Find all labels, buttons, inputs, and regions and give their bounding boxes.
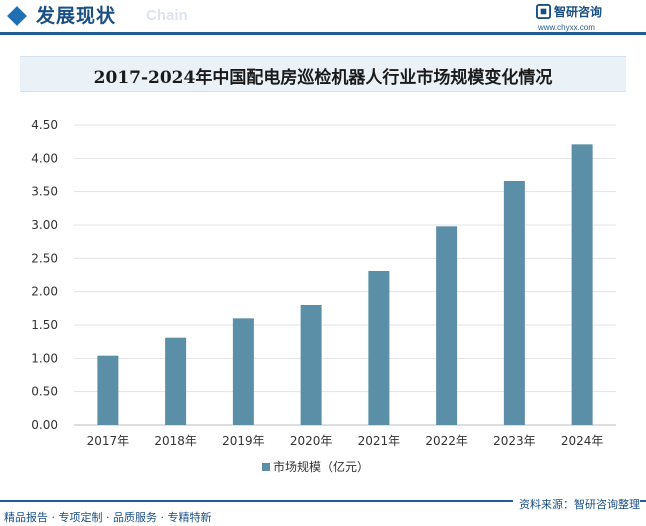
x-tick-label: 2020年 [290,434,333,448]
brand-name: 智研咨询 [554,5,603,19]
bar [300,305,322,425]
y-tick-label: 3.50 [31,185,58,199]
y-tick-label: 1.50 [31,318,58,332]
section-header: 发展现状 Chain 智研咨询 www.chyxx.com [0,0,646,44]
brand-url: www.chyxx.com [538,23,595,32]
y-tick-label: 4.50 [31,118,58,132]
bar [571,144,593,426]
x-tick-label: 2021年 [358,434,401,448]
x-tick-label: 2019年 [222,434,265,448]
y-tick-label: 2.50 [31,251,58,265]
x-tick-label: 2018年 [154,434,197,448]
y-tick-label: 0.50 [31,385,58,399]
bar [97,355,119,425]
footer-source: 资料来源：智研咨询整理 [513,496,640,512]
bar [165,337,187,425]
chart-title-box: 2017-2024年中国配电房巡检机器人行业市场规模变化情况 [20,56,626,92]
footer-tagline: 精品报告 · 专项定制 · 品质服务 · 专精特新 [4,511,212,524]
x-tick-label: 2024年 [561,434,604,448]
bar [503,181,525,425]
legend-swatch [262,463,270,471]
logo-icon [536,4,551,19]
legend-label: 市场规模（亿元） [273,460,370,474]
header-divider [0,32,646,35]
x-tick-label: 2017年 [87,434,130,448]
x-tick-label: 2022年 [425,434,468,448]
y-tick-label: 0.00 [31,418,58,432]
x-tick-label: 2023年 [493,434,536,448]
section-subtitle: Chain [146,7,188,24]
footer-divider [0,500,646,502]
brand: 智研咨询 www.chyxx.com [536,4,636,34]
y-tick-label: 4.00 [31,151,58,165]
bar [436,226,458,425]
y-tick-label: 2.00 [31,285,58,299]
section-title: 发展现状 [36,5,117,27]
chart-title: 2017-2024年中国配电房巡检机器人行业市场规模变化情况 [93,68,553,88]
y-tick-label: 3.00 [31,218,58,232]
bar [368,271,390,425]
y-tick-label: 1.00 [31,351,58,365]
footer: 精品报告 · 专项定制 · 品质服务 · 专精特新 资料来源：智研咨询整理 [0,496,646,526]
bar [232,318,254,425]
